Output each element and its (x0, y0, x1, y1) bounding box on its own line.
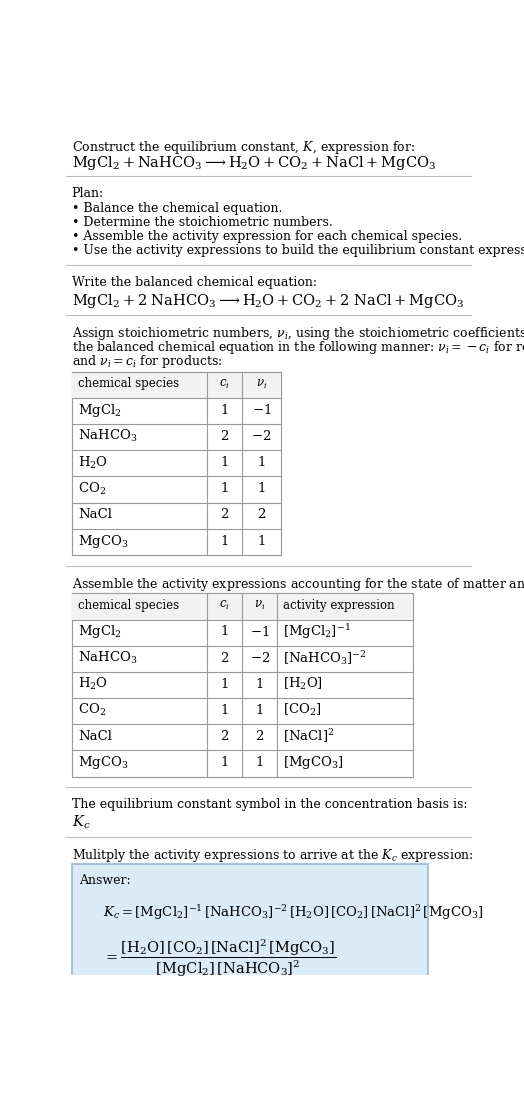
Text: 1: 1 (221, 534, 229, 548)
Text: $\nu_i$: $\nu_i$ (256, 378, 267, 391)
Text: The equilibrium constant symbol in the concentration basis is:: The equilibrium constant symbol in the c… (72, 798, 467, 811)
Text: $\mathrm{CO_2}$: $\mathrm{CO_2}$ (78, 481, 106, 497)
Text: $-2$: $-2$ (249, 652, 270, 665)
Text: 1: 1 (221, 678, 229, 691)
Text: $[\mathrm{H_2O}]$: $[\mathrm{H_2O}]$ (283, 677, 323, 692)
Text: Plan:: Plan: (72, 187, 104, 200)
Text: $= \dfrac{[\mathrm{H_2O}]\,[\mathrm{CO_2}]\,[\mathrm{NaCl}]^2\,[\mathrm{MgCO_3}]: $= \dfrac{[\mathrm{H_2O}]\,[\mathrm{CO_2… (103, 937, 336, 979)
Text: $\nu_i$: $\nu_i$ (254, 599, 265, 612)
Text: 1: 1 (221, 704, 229, 717)
Text: $c_i$: $c_i$ (220, 378, 230, 391)
Text: and $\nu_i = c_i$ for products:: and $\nu_i = c_i$ for products: (72, 354, 222, 370)
Text: $[\mathrm{MgCO_3}]$: $[\mathrm{MgCO_3}]$ (283, 754, 344, 771)
Text: Construct the equilibrium constant, $K$, expression for:: Construct the equilibrium constant, $K$,… (72, 139, 415, 157)
Text: 1: 1 (221, 482, 229, 495)
Text: 1: 1 (256, 704, 264, 717)
Text: 1: 1 (257, 456, 266, 469)
Text: 2: 2 (257, 508, 266, 521)
Text: $[\mathrm{MgCl_2}]^{-1}$: $[\mathrm{MgCl_2}]^{-1}$ (283, 622, 351, 642)
Text: $[\mathrm{CO_2}]$: $[\mathrm{CO_2}]$ (283, 702, 322, 718)
Text: $\mathrm{NaHCO_3}$: $\mathrm{NaHCO_3}$ (78, 428, 137, 445)
Text: $-1$: $-1$ (252, 403, 271, 417)
Text: $[\mathrm{NaHCO_3}]^{-2}$: $[\mathrm{NaHCO_3}]^{-2}$ (283, 649, 367, 667)
Text: $\mathrm{CO_2}$: $\mathrm{CO_2}$ (78, 702, 106, 718)
Text: 1: 1 (221, 625, 229, 638)
Text: $-2$: $-2$ (252, 429, 271, 443)
Text: $-1$: $-1$ (250, 625, 269, 638)
Text: 1: 1 (256, 678, 264, 691)
Text: Answer:: Answer: (80, 874, 131, 887)
Text: $\mathrm{MgCO_3}$: $\mathrm{MgCO_3}$ (78, 532, 128, 550)
Text: $\mathrm{H_2O}$: $\mathrm{H_2O}$ (78, 454, 108, 471)
Text: Write the balanced chemical equation:: Write the balanced chemical equation: (72, 276, 316, 289)
Text: $K_c = [\mathrm{MgCl_2}]^{-1}\,[\mathrm{NaHCO_3}]^{-2}\,[\mathrm{H_2O}]\,[\mathr: $K_c = [\mathrm{MgCl_2}]^{-1}\,[\mathrm{… (103, 903, 483, 922)
Text: 2: 2 (256, 730, 264, 744)
Text: Assign stoichiometric numbers, $\nu_i$, using the stoichiometric coefficients, $: Assign stoichiometric numbers, $\nu_i$, … (72, 325, 524, 343)
Text: 2: 2 (221, 652, 229, 665)
Bar (72, 371, 281, 397)
Text: $[\mathrm{NaCl}]^2$: $[\mathrm{NaCl}]^2$ (283, 728, 335, 746)
Text: $K_c$: $K_c$ (72, 814, 91, 831)
Bar (72, 864, 428, 983)
Bar (72, 593, 413, 776)
Text: 1: 1 (256, 757, 264, 770)
Text: the balanced chemical equation in the following manner: $\nu_i = -c_i$ for react: the balanced chemical equation in the fo… (72, 339, 524, 356)
Text: $\mathrm{MgCl_2 + NaHCO_3 \longrightarrow H_2O + CO_2 + NaCl + MgCO_3}$: $\mathrm{MgCl_2 + NaHCO_3 \longrightarro… (72, 154, 436, 173)
Text: • Assemble the activity expression for each chemical species.: • Assemble the activity expression for e… (72, 230, 462, 243)
Text: 1: 1 (221, 404, 229, 416)
Bar (72, 593, 413, 620)
Text: chemical species: chemical species (78, 599, 179, 612)
Text: $\mathrm{H_2O}$: $\mathrm{H_2O}$ (78, 677, 108, 692)
Text: $\mathrm{MgCl_2}$: $\mathrm{MgCl_2}$ (78, 623, 122, 641)
Text: NaCl: NaCl (78, 730, 112, 744)
Text: • Determine the stoichiometric numbers.: • Determine the stoichiometric numbers. (72, 216, 332, 229)
Text: $\mathrm{NaHCO_3}$: $\mathrm{NaHCO_3}$ (78, 650, 137, 666)
Text: • Balance the chemical equation.: • Balance the chemical equation. (72, 203, 282, 216)
Text: $\mathrm{MgCl_2 + 2\ NaHCO_3 \longrightarrow H_2O + CO_2 + 2\ NaCl + MgCO_3}$: $\mathrm{MgCl_2 + 2\ NaHCO_3 \longrighta… (72, 291, 464, 310)
Text: activity expression: activity expression (283, 599, 395, 612)
Text: $\mathrm{MgCO_3}$: $\mathrm{MgCO_3}$ (78, 754, 128, 771)
Text: 1: 1 (221, 757, 229, 770)
Bar (72, 371, 281, 555)
Text: $c_i$: $c_i$ (220, 599, 230, 612)
Text: Mulitply the activity expressions to arrive at the $K_c$ expression:: Mulitply the activity expressions to arr… (72, 848, 473, 864)
Text: 2: 2 (221, 730, 229, 744)
Text: chemical species: chemical species (78, 378, 179, 391)
Text: 1: 1 (221, 456, 229, 469)
Text: Assemble the activity expressions accounting for the state of matter and $\nu_i$: Assemble the activity expressions accoun… (72, 576, 524, 593)
Text: 1: 1 (257, 482, 266, 495)
Text: 2: 2 (221, 430, 229, 442)
Text: 1: 1 (257, 534, 266, 548)
Text: 2: 2 (221, 508, 229, 521)
Text: • Use the activity expressions to build the equilibrium constant expression.: • Use the activity expressions to build … (72, 244, 524, 257)
Text: $\mathrm{MgCl_2}$: $\mathrm{MgCl_2}$ (78, 402, 122, 418)
Text: NaCl: NaCl (78, 508, 112, 521)
